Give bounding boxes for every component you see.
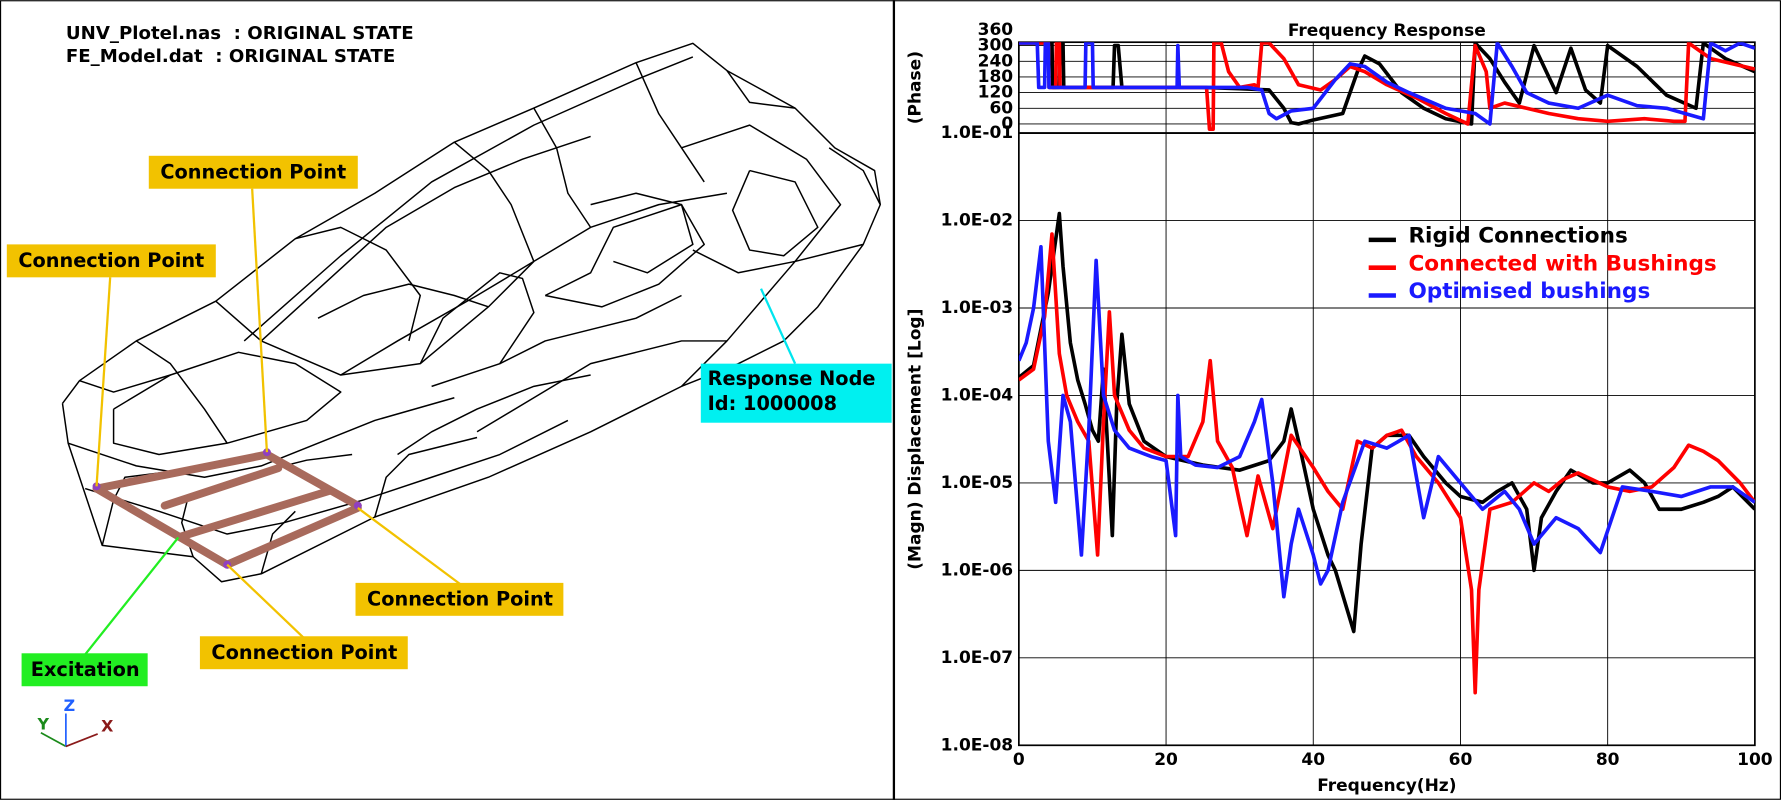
wire: [112, 351, 342, 456]
connection-dot: [353, 501, 362, 510]
label-box: [355, 582, 564, 616]
series-line: [1018, 232, 1755, 695]
series-line: [1018, 42, 1755, 126]
wire: [135, 340, 228, 444]
leader-line: [84, 536, 180, 656]
y-tick-label: 1.0E-02: [941, 211, 1014, 231]
subframe-member: [223, 503, 362, 569]
y-tick-label: 1.0E-05: [941, 473, 1014, 493]
x-tick-label: 80: [1596, 750, 1620, 770]
wire: [453, 141, 535, 262]
y-tick-label: 360: [978, 20, 1014, 40]
wire: [726, 70, 796, 109]
y-tick-label: 1.0E-03: [941, 298, 1014, 318]
x-tick-label: 20: [1154, 750, 1178, 770]
wire: [243, 56, 694, 342]
wire: [340, 192, 728, 376]
y-tick-label: 180: [978, 67, 1014, 87]
y-tick-label: 1.0E-07: [941, 648, 1014, 668]
y-axis-label: (Magn) Displacement [Log]: [905, 309, 925, 570]
wire: [67, 397, 455, 478]
y-tick-label: 0: [1001, 114, 1013, 134]
series-line: [1018, 245, 1755, 599]
wire: [317, 283, 489, 319]
connection-label: Connection Point: [211, 641, 397, 664]
connection-dot: [262, 448, 271, 457]
wire: [828, 147, 881, 205]
wire: [533, 107, 592, 228]
y-tick-label: 1.0E-06: [941, 560, 1014, 580]
header-line: FE_Model.dat : ORIGINAL STATE: [66, 46, 395, 67]
triad-axis: [65, 733, 98, 748]
triad-axis: [40, 732, 67, 748]
plot-frame: [1017, 132, 1756, 747]
wire: [681, 124, 842, 274]
label-box: [21, 653, 148, 687]
wire: [544, 203, 705, 308]
x-tick-label: 40: [1301, 750, 1325, 770]
x-tick-label: 0: [1013, 750, 1025, 770]
x-axis-label: Frequency(Hz): [1317, 776, 1456, 796]
wire: [215, 260, 535, 376]
y-tick-label: 240: [978, 51, 1014, 71]
connection-label: Connection Point: [160, 160, 346, 183]
wire: [476, 340, 727, 433]
wire: [79, 374, 171, 393]
subframe-member: [262, 450, 362, 510]
y-tick-label: 1.0E-01: [941, 123, 1014, 143]
subframe: [92, 450, 362, 569]
connection-dots: [92, 448, 362, 569]
header-line: UNV_Plotel.nas : ORIGINAL STATE: [66, 23, 414, 44]
y-axis-label: (Phase): [905, 51, 925, 124]
wire: [84, 419, 569, 535]
response-node-label: Id: 1000008: [708, 392, 837, 415]
label-box: [6, 244, 216, 278]
legend-entry: Optimised bushings: [1408, 279, 1650, 304]
wire: [590, 192, 694, 274]
legend-entry: Connected with Bushings: [1408, 251, 1716, 276]
label-box: [700, 363, 892, 423]
wire: [499, 294, 682, 365]
wire: [635, 62, 705, 183]
leader-line: [95, 277, 112, 487]
leaders: [84, 188, 797, 656]
triad-label: Z: [64, 696, 76, 715]
wire: [397, 374, 591, 456]
wire: [731, 169, 819, 257]
subframe-member: [92, 450, 271, 493]
leader-line: [759, 288, 797, 365]
leader-line: [251, 188, 269, 453]
wire: [260, 135, 591, 342]
response-node-label: Response Node: [708, 367, 876, 390]
subframe-member: [92, 484, 232, 569]
x-tick-label: 100: [1737, 750, 1773, 770]
wire: [260, 510, 296, 574]
connection-label: Connection Point: [18, 249, 204, 272]
wire: [295, 226, 421, 342]
wire: [374, 436, 478, 518]
axis-triad: [40, 713, 98, 748]
legend-entry: Rigid Connections: [1408, 223, 1627, 248]
label-box: [148, 155, 358, 189]
y-tick-label: 120: [978, 83, 1014, 103]
y-tick-label: 1.0E-08: [941, 735, 1014, 755]
label-box: [199, 636, 408, 670]
subframe-member: [160, 464, 283, 510]
triad-label: X: [101, 717, 113, 736]
connection-label: Connection Point: [367, 587, 553, 610]
excitation-label: Excitation: [31, 658, 140, 681]
y-tick-label: 1.0E-04: [941, 385, 1014, 405]
triad-label: Y: [36, 714, 49, 733]
leader-line: [357, 506, 461, 585]
y-tick-label: 60: [989, 98, 1013, 118]
subframe-member: [177, 486, 334, 541]
x-tick-label: 60: [1449, 750, 1473, 770]
chart-title: Frequency Response: [1288, 21, 1486, 41]
leader-line: [226, 563, 305, 639]
y-tick-label: 300: [978, 36, 1014, 56]
